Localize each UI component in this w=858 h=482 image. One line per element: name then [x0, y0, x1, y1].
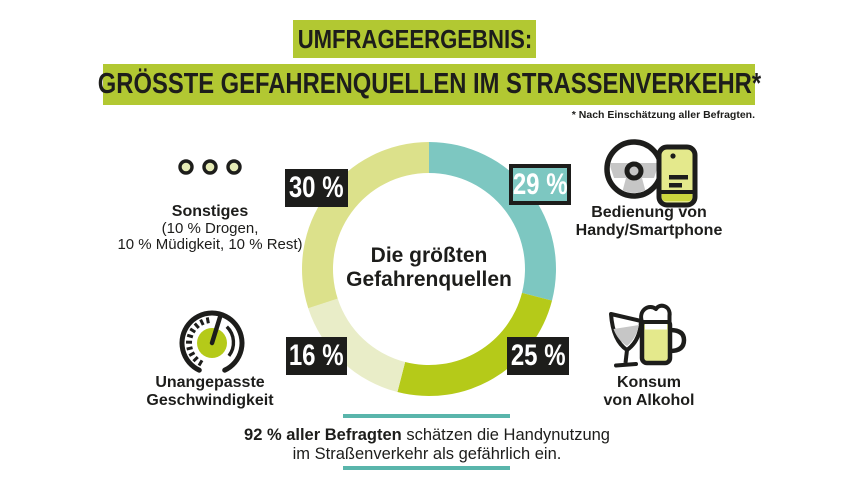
legend-alkohol: Konsum von Alkohol: [539, 374, 759, 409]
alcohol-icon: [609, 303, 687, 368]
legend-sonstiges-detail2: 10 % Müdigkeit, 10 % Rest): [117, 236, 303, 253]
legend-geschwindigkeit-line1: Unangepasste: [155, 374, 265, 391]
percent-text-29: 29 %: [512, 167, 568, 201]
donut-center-label: Die größten Gefahrenquellen: [319, 244, 539, 292]
donut-center-line1: Die größten: [370, 244, 488, 267]
callout-text: 92 % aller Befragten schätzen die Handyn…: [232, 426, 622, 463]
callout-line2: im Straßenverkehr als gefährlich ein.: [292, 444, 562, 463]
legend-sonstiges-detail1: (10 % Drogen,: [161, 219, 259, 237]
donut-segment-2: [308, 298, 406, 393]
footnote: * Nach Einschätzung aller Befragten.: [571, 109, 755, 121]
donut-label-alkohol: 25 %: [507, 337, 569, 375]
percent-text-16: 16 %: [289, 339, 344, 372]
steering-wheel-phone-icon: [604, 139, 698, 208]
callout-line1: 92 % aller Befragten schätzen die Handyn…: [232, 426, 622, 445]
three-dots-icon: [178, 159, 242, 175]
donut-segment-1: [397, 292, 553, 396]
title-text: GRÖSSTE GEFAHRENQUELLEN IM STRASSENVERKE…: [97, 68, 761, 100]
speedometer-icon: [179, 310, 245, 373]
callout-rule-bottom: [343, 466, 510, 470]
callout-bold: 92 % aller Befragten: [244, 426, 402, 444]
legend-handy: Bedienung von Handy/Smartphone: [539, 204, 759, 239]
legend-alkohol-line1: Konsum: [617, 374, 681, 391]
callout-rest: schätzen die Handynutzung: [401, 426, 610, 444]
legend-handy-line2: Handy/Smartphone: [575, 221, 723, 239]
legend-geschwindigkeit-line2: Geschwindigkeit: [146, 391, 274, 409]
legend-sonstiges-title: Sonstiges: [171, 203, 249, 220]
kicker-text: UMFRAGEERGEBNIS:: [297, 23, 532, 54]
kicker-banner: UMFRAGEERGEBNIS:: [293, 20, 536, 58]
donut-label-geschwindigkeit: 16 %: [286, 337, 347, 375]
title-banner: GRÖSSTE GEFAHRENQUELLEN IM STRASSENVERKE…: [97, 64, 761, 105]
legend-alkohol-line2: von Alkohol: [603, 391, 695, 409]
speedometer-ticks: [185, 317, 210, 367]
legend-sonstiges: Sonstiges (10 % Drogen, 10 % Müdigkeit, …: [100, 203, 320, 254]
donut-segment-3: [302, 142, 429, 309]
callout-rule-top: [343, 414, 510, 418]
percent-text-25: 25 %: [510, 339, 566, 372]
donut-label-sonstiges: 30 %: [285, 169, 348, 207]
donut-segment-0: [429, 142, 556, 301]
wine-glass: [609, 312, 643, 368]
beer-mug: [639, 303, 687, 366]
percent-text-30: 30 %: [289, 171, 344, 204]
speedometer-dial: [179, 310, 245, 373]
donut-center-line2: Gefahrenquellen: [346, 268, 512, 291]
legend-handy-line1: Bedienung von: [591, 204, 707, 221]
donut-label-handy: 29 %: [509, 164, 571, 205]
legend-geschwindigkeit: Unangepasste Geschwindigkeit: [100, 374, 320, 409]
